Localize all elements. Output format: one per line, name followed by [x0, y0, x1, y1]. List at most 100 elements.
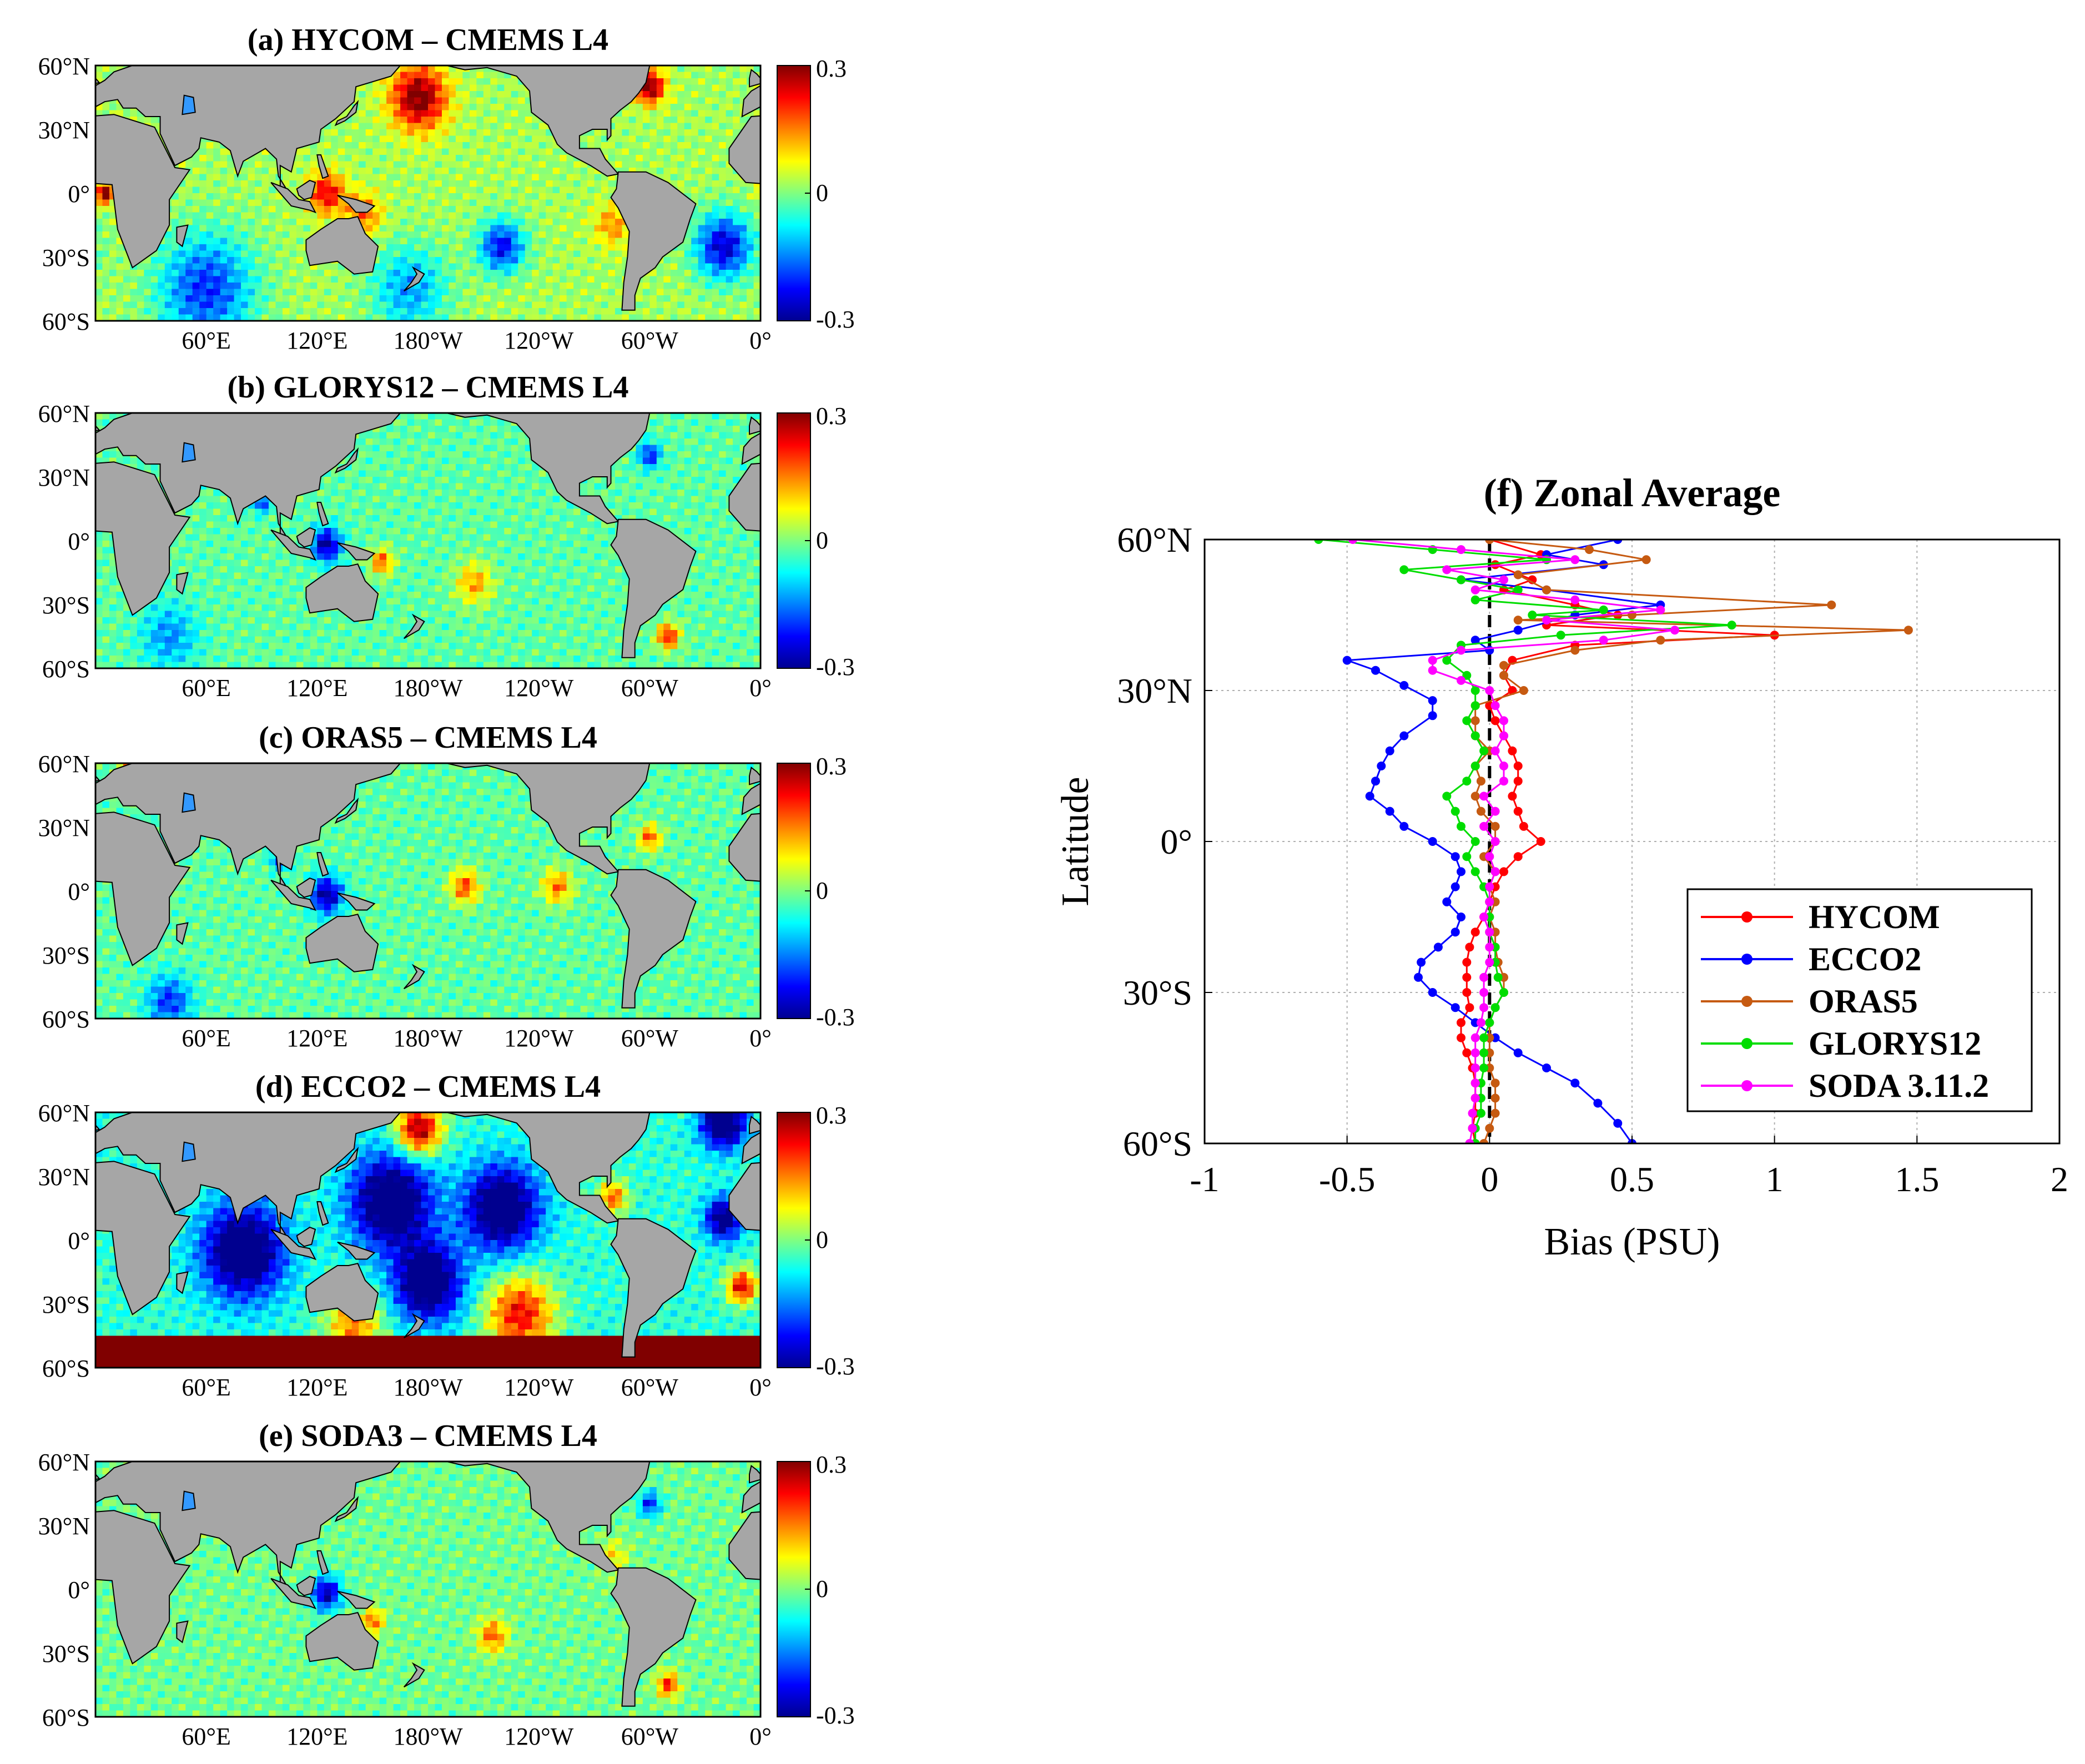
field-cell	[560, 174, 567, 181]
field-cell	[566, 244, 574, 251]
field-cell	[476, 91, 484, 98]
field-cell	[684, 270, 692, 277]
field-cell	[386, 457, 394, 465]
field-cell	[615, 231, 623, 239]
field-cell	[511, 193, 518, 200]
field-cell	[733, 231, 741, 239]
field-cell	[511, 180, 518, 188]
field-cell	[719, 263, 727, 270]
field-cell	[372, 110, 380, 117]
field-cell	[407, 225, 415, 232]
field-cell	[379, 426, 387, 433]
field-cell	[137, 301, 144, 309]
field-cell	[511, 206, 518, 213]
field-cell	[345, 295, 352, 303]
field-cell	[261, 244, 269, 251]
field-cell	[359, 123, 366, 130]
field-cell	[462, 426, 470, 433]
field-cell	[296, 219, 304, 226]
field-cell	[407, 263, 415, 270]
field-cell	[739, 91, 747, 98]
field-cell	[476, 295, 484, 303]
field-cell	[712, 135, 719, 143]
field-cell	[684, 104, 692, 111]
field-cell	[359, 477, 366, 484]
field-cell	[109, 104, 117, 111]
field-cell	[372, 445, 380, 452]
field-cell	[268, 295, 276, 303]
field-cell	[331, 180, 339, 188]
field-cell	[109, 250, 117, 258]
field-cell	[497, 135, 505, 143]
field-cell	[490, 250, 498, 258]
field-cell	[518, 257, 526, 264]
field-cell	[726, 187, 733, 194]
field-cell	[649, 451, 657, 458]
field-cell	[726, 295, 733, 303]
field-cell	[566, 161, 574, 168]
field-cell	[414, 413, 422, 420]
field-cell	[691, 155, 699, 162]
field-cell	[726, 419, 733, 426]
field-cell	[331, 129, 339, 137]
field-cell	[109, 301, 117, 309]
field-cell	[560, 199, 567, 206]
field-cell	[747, 289, 754, 296]
field-cell	[178, 250, 186, 258]
field-cell	[670, 470, 678, 477]
field-cell	[587, 206, 595, 213]
field-cell	[345, 129, 352, 137]
map-title-a: (a) HYCOM – CMEMS L4	[248, 23, 608, 57]
field-cell	[379, 477, 387, 484]
field-cell	[400, 180, 408, 188]
field-cell	[261, 219, 269, 226]
field-cell	[719, 244, 727, 251]
field-cell	[504, 212, 512, 219]
field-cell	[497, 308, 505, 315]
field-cell	[310, 301, 318, 309]
field-cell	[698, 225, 706, 232]
field-cell	[726, 212, 733, 219]
field-cell	[462, 419, 470, 426]
field-cell	[407, 270, 415, 277]
field-cell	[365, 477, 373, 484]
field-cell	[753, 219, 761, 226]
field-cell	[116, 250, 124, 258]
field-cell	[345, 148, 352, 155]
field-cell	[719, 206, 727, 213]
field-cell	[379, 219, 387, 226]
field-cell	[538, 477, 546, 484]
field-cell	[691, 295, 699, 303]
field-cell	[178, 206, 186, 213]
field-cell	[476, 439, 484, 446]
field-cell	[365, 464, 373, 471]
field-cell	[268, 212, 276, 219]
field-cell	[379, 174, 387, 181]
field-cell	[282, 301, 290, 309]
field-cell	[532, 231, 540, 239]
field-cell	[185, 301, 193, 309]
field-cell	[684, 110, 692, 117]
field-cell	[511, 439, 518, 446]
field-cell	[712, 263, 719, 270]
field-cell	[95, 289, 103, 296]
field-cell	[497, 432, 505, 439]
field-cell	[622, 457, 629, 465]
field-cell	[698, 426, 706, 433]
field-cell	[497, 238, 505, 245]
field-cell	[490, 301, 498, 309]
field-cell	[628, 148, 636, 155]
field-cell	[462, 308, 470, 315]
field-cell	[469, 314, 477, 321]
field-cell	[546, 180, 553, 188]
field-cell	[739, 289, 747, 296]
field-cell	[670, 276, 678, 283]
field-cell	[248, 257, 255, 264]
field-cell	[497, 477, 505, 484]
field-cell	[712, 129, 719, 137]
field-cell	[372, 129, 380, 137]
field-cell	[636, 289, 643, 296]
field-cell	[504, 439, 512, 446]
field-cell	[435, 104, 442, 111]
field-cell	[573, 308, 581, 315]
